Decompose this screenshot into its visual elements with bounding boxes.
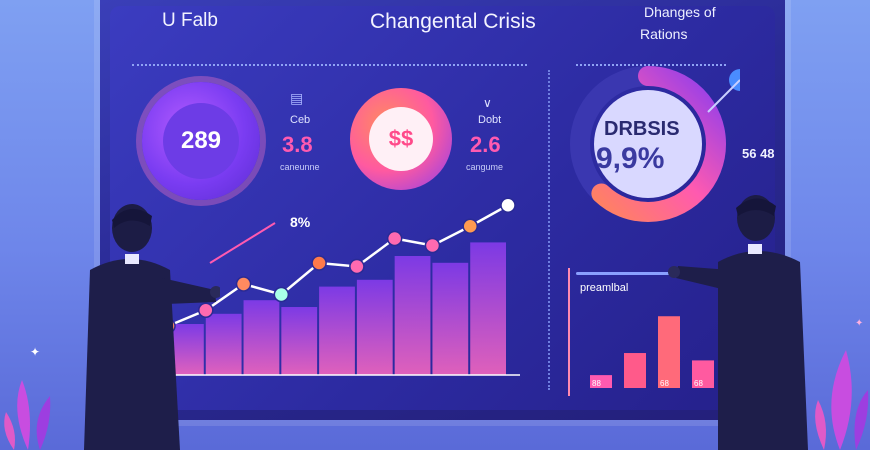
area-bar bbox=[319, 286, 355, 375]
chevron-icon: ∨ bbox=[483, 96, 492, 110]
presenter-left-hair bbox=[112, 208, 152, 228]
area-bar bbox=[470, 242, 506, 375]
bar-panel: preamlbal 88 68 68 bbox=[568, 268, 722, 396]
donut-chart bbox=[570, 66, 740, 222]
data-point bbox=[349, 258, 365, 275]
stat-value-dobt: 2.6 bbox=[470, 132, 501, 157]
presenter-left bbox=[84, 204, 220, 450]
sparkle-icon: ✦ bbox=[855, 318, 864, 329]
bar bbox=[590, 375, 612, 388]
plant-left-leaf bbox=[17, 380, 30, 450]
bar-panel-topline bbox=[576, 272, 716, 275]
data-point bbox=[311, 255, 327, 271]
stat-value-ceb: 3.8 bbox=[282, 132, 313, 157]
sparkle-icon: ✦ bbox=[30, 345, 41, 359]
header-left-title: U Falb bbox=[162, 10, 218, 31]
plant-right-leaf bbox=[831, 350, 852, 450]
presenter-right-hand bbox=[668, 266, 680, 278]
kpi-circle-dollar: $$ bbox=[350, 88, 452, 190]
donut-side-value: 56 48 bbox=[742, 146, 775, 161]
data-point bbox=[500, 197, 516, 213]
donut-dot bbox=[729, 69, 740, 91]
data-point bbox=[273, 286, 290, 303]
plant-right bbox=[815, 350, 869, 450]
presenter-left-arm bbox=[162, 278, 216, 304]
presenter-right-body bbox=[718, 251, 808, 450]
bar bbox=[624, 353, 646, 388]
bar bbox=[692, 360, 714, 388]
line-annotation: 8% bbox=[290, 214, 311, 230]
presenter-left-body bbox=[84, 259, 180, 450]
stat-sub-ceb: caneunne bbox=[280, 162, 320, 172]
plant-left-leaf bbox=[36, 396, 51, 450]
stat-label-ceb: Ceb bbox=[290, 114, 311, 126]
donut-label: DRBSIS bbox=[604, 118, 680, 140]
header-right-title-line2: Rations bbox=[640, 26, 688, 42]
donut-pointer bbox=[707, 79, 740, 113]
bar-tick-label: 68 bbox=[660, 379, 669, 388]
kpi-circle-289: 289 bbox=[142, 82, 260, 200]
bar-tick-label: 68 bbox=[694, 379, 703, 388]
header-divider bbox=[132, 64, 527, 66]
area-bar bbox=[394, 256, 431, 375]
kpi-circle-inner: 289 bbox=[163, 103, 239, 179]
donut-center bbox=[594, 90, 702, 198]
presenter-right bbox=[668, 195, 808, 450]
data-point bbox=[235, 276, 252, 292]
trend-arrow bbox=[209, 222, 276, 264]
plant-left bbox=[4, 380, 51, 450]
data-point bbox=[462, 218, 478, 234]
kpi-dollar-value: $$ bbox=[388, 126, 414, 151]
donut-value: 9,9% bbox=[596, 142, 665, 175]
building-icon: ▤ bbox=[290, 90, 304, 106]
area-bar bbox=[243, 300, 280, 375]
header-divider-right bbox=[576, 64, 726, 66]
plant-left-leaf bbox=[4, 412, 15, 450]
header-right-title-line1: Dhanges of bbox=[644, 4, 716, 20]
data-point bbox=[424, 237, 441, 254]
bar bbox=[658, 316, 680, 388]
area-bar bbox=[432, 262, 469, 375]
presenter-right-collar bbox=[748, 244, 762, 254]
plant-right-leaf bbox=[854, 390, 869, 450]
presenter-right-hair bbox=[736, 198, 776, 216]
kpi-dollar-inner: $$ bbox=[369, 107, 433, 171]
header-center-title: Changental Crisis bbox=[370, 10, 536, 33]
section-divider bbox=[548, 70, 550, 390]
area-bar bbox=[205, 313, 242, 375]
presenter-left-hand bbox=[210, 286, 220, 298]
area-bar bbox=[356, 279, 393, 375]
presenter-right-arm bbox=[676, 266, 730, 290]
bar-chart: 88 68 68 bbox=[590, 316, 714, 388]
data-point bbox=[386, 230, 403, 247]
donut-arc bbox=[570, 66, 726, 222]
bar-tick-label: 88 bbox=[592, 379, 601, 388]
data-point bbox=[198, 302, 214, 318]
stat-sub-dobt: cangume bbox=[466, 162, 504, 172]
presenter-left-collar bbox=[125, 254, 139, 264]
trend-line bbox=[167, 204, 509, 328]
stat-label-dobt: Dobt bbox=[478, 114, 502, 126]
plant-right-leaf bbox=[815, 400, 826, 450]
area-bar bbox=[281, 307, 318, 375]
bar-panel-label: preamlbal bbox=[580, 282, 629, 294]
kpi-value: 289 bbox=[180, 127, 222, 154]
